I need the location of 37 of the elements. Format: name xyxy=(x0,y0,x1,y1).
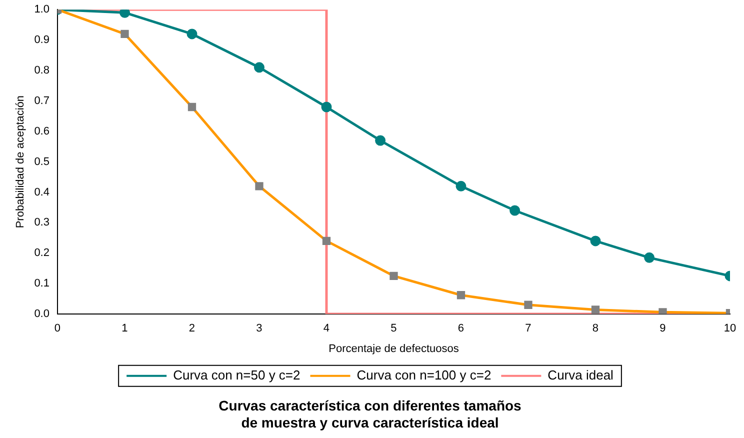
x-tick-label: 4 xyxy=(323,322,330,335)
x-tick-label: 2 xyxy=(188,322,196,335)
legend-label: Curva con n=50 y c=2 xyxy=(173,367,300,382)
x-tick-label: 9 xyxy=(660,322,666,335)
point xyxy=(590,236,601,246)
x-tick-label: 1 xyxy=(122,322,128,335)
point xyxy=(456,180,466,192)
y-tick-label: 1.0 xyxy=(34,4,50,16)
y-tick-label: 0.2 xyxy=(34,247,50,260)
point xyxy=(644,252,655,263)
x-tick-label: 5 xyxy=(390,322,397,335)
x-tick-label: 6 xyxy=(458,322,464,335)
y-tick-label: 0.3 xyxy=(34,216,50,229)
x-axis-title: Porcentaje de defectuosos xyxy=(328,342,460,355)
y-tick-label: 0.6 xyxy=(34,125,50,138)
point xyxy=(510,205,520,216)
legend-label: Curva con n=100 y c=2 xyxy=(356,367,492,382)
y-tick-label: 0.7 xyxy=(34,94,50,107)
y-tick-label: 0.4 xyxy=(34,186,50,198)
x-tick-label: 7 xyxy=(525,322,532,335)
point xyxy=(186,28,198,40)
y-tick-label: 0.9 xyxy=(34,34,50,46)
y-tick-label: 0.1 xyxy=(34,278,50,290)
x-tick-label: 8 xyxy=(592,322,599,335)
y-tick-label: 0.8 xyxy=(34,64,50,77)
y-tick-label: 0.5 xyxy=(34,156,50,168)
legend-label: Curva ideal xyxy=(548,367,614,382)
x-tick-label: 10 xyxy=(724,322,736,335)
x-tick-label: 0 xyxy=(54,322,61,335)
y-axis-title: Probabilidad de aceptación xyxy=(14,95,27,228)
y-tick-label: 0.0 xyxy=(34,308,50,320)
point xyxy=(375,135,386,146)
text: Curvas característica con diferentes tamaños de muestra y curva característica ideal xyxy=(218,398,522,430)
x-tick-label: 3 xyxy=(256,322,262,335)
point xyxy=(119,10,130,18)
point xyxy=(321,102,332,112)
point xyxy=(254,62,264,73)
